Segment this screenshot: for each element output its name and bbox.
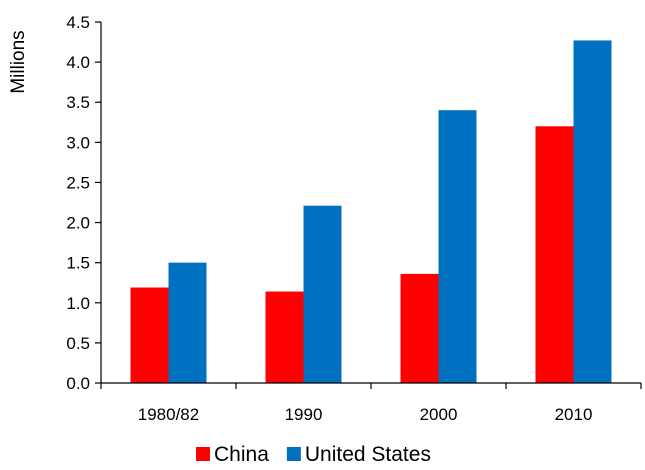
y-tick-label: 3.5 (66, 93, 90, 112)
legend-swatch (196, 447, 210, 461)
x-tick-label: 1990 (285, 405, 323, 424)
legend-label: United States (305, 443, 431, 466)
y-tick-label: 2.5 (66, 173, 90, 192)
legend: China United States (196, 443, 431, 466)
y-tick-label: 3.0 (66, 133, 90, 152)
y-tick-label: 0.5 (66, 334, 90, 353)
y-axis-ticks: 0.0 0.5 1.0 1.5 2.0 2.5 3.0 3.5 4.0 4.5 (66, 13, 101, 393)
bar-china-2000 (400, 273, 439, 383)
y-tick-label: 4.5 (66, 13, 90, 32)
bar-united-states-2000 (438, 110, 477, 383)
x-tick-label: 2000 (420, 405, 458, 424)
x-tick-label: 1980/82 (138, 405, 199, 424)
bar-united-states-1990 (303, 205, 342, 383)
legend-label: China (214, 443, 269, 466)
y-tick-label: 0.0 (66, 374, 90, 393)
y-tick-label: 2.0 (66, 214, 90, 233)
x-axis-ticks: 1980/82 1990 2000 2010 (100, 383, 642, 424)
bar-united-states-1980-82 (168, 262, 207, 383)
bar-china-1980-82 (130, 287, 169, 383)
bar-china-2010 (535, 126, 574, 384)
y-tick-label: 1.0 (66, 294, 90, 313)
bar-united-states-2010 (573, 40, 612, 383)
y-axis-label: Millions (8, 30, 29, 93)
y-tick-label: 1.5 (66, 254, 90, 273)
legend-swatch (286, 447, 301, 461)
bars-group (130, 40, 612, 384)
x-tick-label: 2010 (555, 405, 593, 424)
y-tick-label: 4.0 (66, 53, 90, 72)
bar-china-1990 (265, 291, 304, 383)
